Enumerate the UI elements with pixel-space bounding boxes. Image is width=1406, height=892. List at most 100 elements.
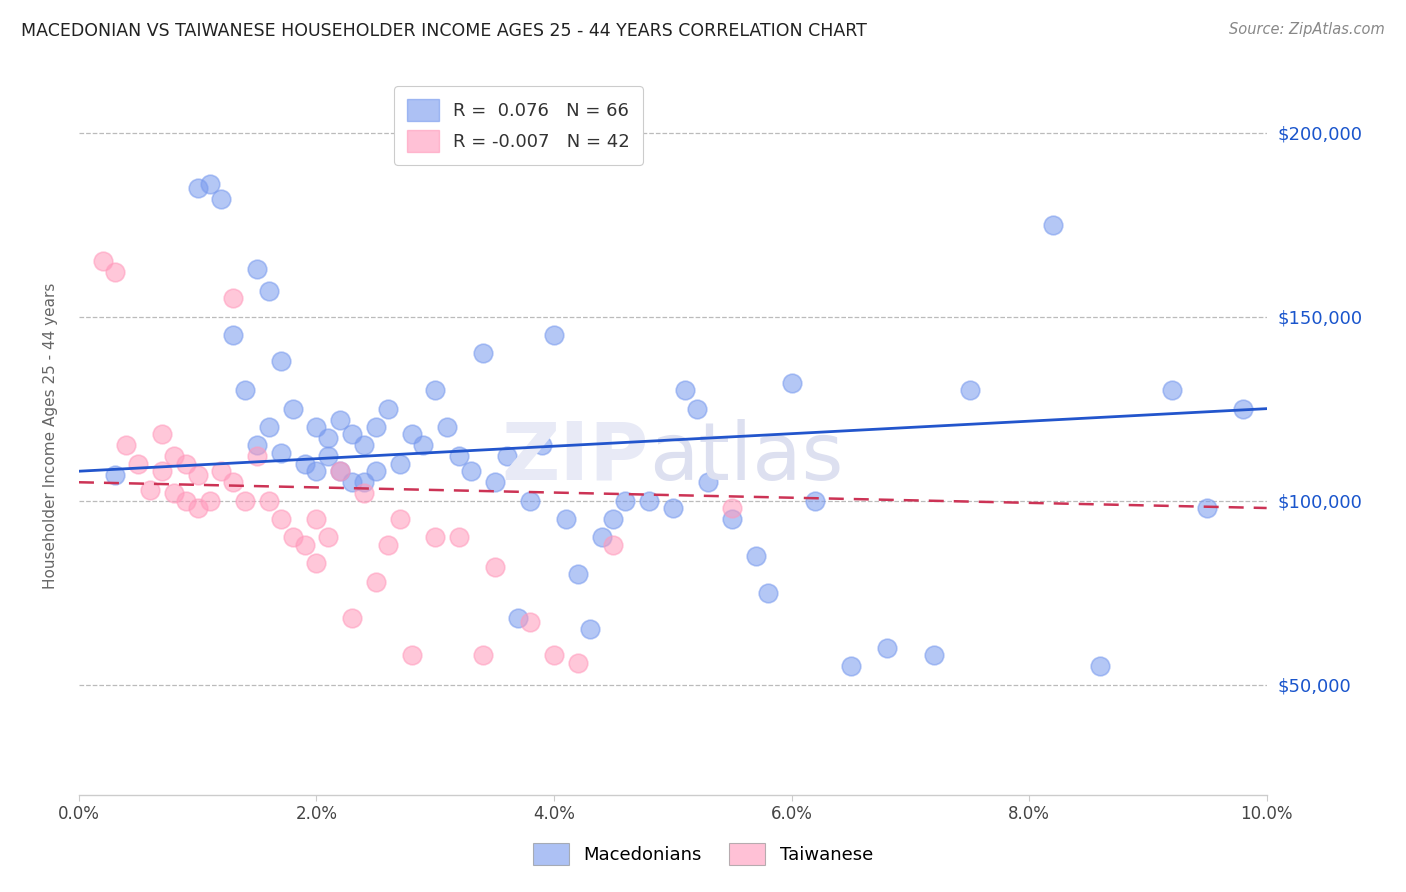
Point (233, 384, 256, 398)
Point (1160, 384, 1182, 398)
Point (246, 261, 269, 276)
Point (211, 192, 233, 206)
Point (364, 420, 387, 434)
Point (163, 450, 186, 464)
Point (388, 457, 411, 471)
Point (257, 493, 280, 508)
Point (460, 464, 482, 478)
Point (318, 431, 340, 445)
Point (187, 501, 209, 516)
Point (508, 611, 530, 625)
Point (567, 567, 589, 582)
Point (602, 538, 624, 552)
Point (270, 512, 292, 526)
Point (543, 648, 565, 663)
Point (281, 531, 304, 545)
Point (281, 401, 304, 416)
Text: Source: ZipAtlas.com: Source: ZipAtlas.com (1229, 22, 1385, 37)
Point (103, 265, 125, 279)
Point (780, 376, 803, 390)
Point (222, 475, 245, 490)
Point (139, 483, 162, 497)
Point (425, 384, 447, 398)
Point (340, 611, 363, 625)
Legend: Macedonians, Taiwanese: Macedonians, Taiwanese (524, 834, 882, 874)
Point (246, 438, 269, 452)
Point (804, 493, 827, 508)
Point (198, 493, 221, 508)
Point (364, 574, 387, 589)
Point (876, 640, 898, 655)
Point (614, 493, 637, 508)
Point (401, 648, 423, 663)
Point (318, 450, 340, 464)
Point (305, 512, 328, 526)
Point (353, 475, 375, 490)
Point (471, 346, 494, 360)
Point (305, 420, 328, 434)
Point (377, 538, 399, 552)
Point (602, 512, 624, 526)
Point (377, 401, 399, 416)
Text: MACEDONIAN VS TAIWANESE HOUSEHOLDER INCOME AGES 25 - 44 YEARS CORRELATION CHART: MACEDONIAN VS TAIWANESE HOUSEHOLDER INCO… (21, 22, 868, 40)
Point (305, 464, 328, 478)
Point (329, 464, 352, 478)
Point (222, 328, 245, 343)
Point (257, 420, 280, 434)
Point (103, 467, 125, 482)
Point (329, 413, 352, 427)
Point (495, 450, 517, 464)
Point (270, 353, 292, 368)
Point (198, 177, 221, 191)
Point (318, 531, 340, 545)
Point (531, 438, 554, 452)
Point (115, 438, 138, 452)
Point (305, 556, 328, 570)
Point (721, 512, 744, 526)
Point (591, 531, 613, 545)
Point (150, 464, 173, 478)
Point (174, 457, 197, 471)
Point (543, 328, 565, 343)
Point (211, 464, 233, 478)
Point (922, 648, 945, 663)
Point (447, 531, 470, 545)
Point (163, 486, 186, 500)
Point (246, 450, 269, 464)
Point (567, 656, 589, 670)
Point (91, 254, 114, 268)
Point (662, 501, 685, 516)
Point (257, 284, 280, 298)
Point (638, 493, 661, 508)
Point (353, 438, 375, 452)
Point (425, 531, 447, 545)
Point (364, 464, 387, 478)
Point (447, 450, 470, 464)
Y-axis label: Householder Income Ages 25 - 44 years: Householder Income Ages 25 - 44 years (44, 283, 58, 590)
Point (353, 486, 375, 500)
Point (340, 475, 363, 490)
Text: ZIP: ZIP (502, 418, 650, 497)
Point (519, 615, 541, 629)
Point (554, 512, 576, 526)
Point (436, 420, 458, 434)
Point (412, 438, 434, 452)
Point (1197, 501, 1219, 516)
Point (187, 181, 209, 195)
Point (340, 427, 363, 442)
Point (187, 467, 209, 482)
Point (484, 475, 506, 490)
Point (294, 538, 316, 552)
Point (1090, 659, 1112, 673)
Point (685, 401, 707, 416)
Point (127, 457, 149, 471)
Point (756, 585, 779, 599)
Point (471, 648, 494, 663)
Point (839, 659, 862, 673)
Point (233, 493, 256, 508)
Point (578, 623, 600, 637)
Point (519, 493, 541, 508)
Point (294, 457, 316, 471)
Text: atlas: atlas (650, 418, 844, 497)
Point (401, 427, 423, 442)
